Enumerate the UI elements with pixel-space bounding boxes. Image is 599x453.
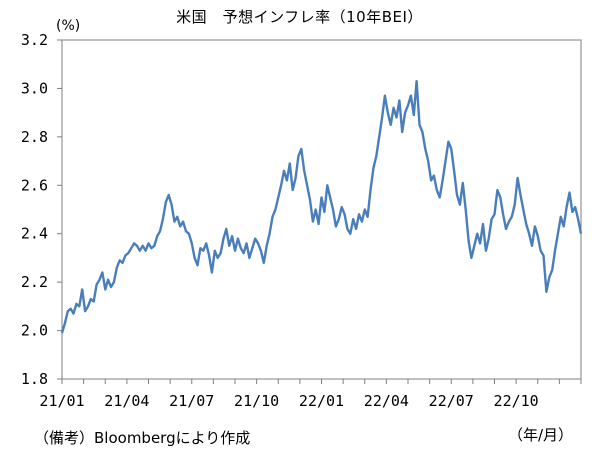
y-tick-label: 2.0 xyxy=(21,322,48,340)
x-tick-label: 21/10 xyxy=(234,392,279,410)
y-tick-label: 2.4 xyxy=(21,225,48,243)
x-axis-ticks: 21/01 21/04 21/07 21/10 22/01 22/04 22/07 22/10 xyxy=(39,379,582,410)
x-tick-label: 22/04 xyxy=(364,392,409,410)
y-tick-label: 1.8 xyxy=(21,370,48,388)
x-tick-label: 21/04 xyxy=(104,392,149,410)
x-tick-label: 22/10 xyxy=(494,392,539,410)
source-note: （備考）Bloombergにより作成 xyxy=(34,429,251,447)
y-axis-unit: (%) xyxy=(56,18,81,34)
y-axis-ticks: 1.8 2.0 2.2 2.4 2.6 2.8 3.0 3.2 xyxy=(21,31,62,388)
y-tick-label: 3.0 xyxy=(21,79,48,97)
bei-series-line xyxy=(60,79,583,334)
x-axis-unit: （年/月） xyxy=(508,426,574,444)
y-tick-label: 2.2 xyxy=(21,273,48,291)
x-tick-label: 21/07 xyxy=(169,392,214,410)
y-tick-label: 3.2 xyxy=(21,31,48,49)
y-tick-label: 2.6 xyxy=(21,176,48,194)
x-tick-label: 22/01 xyxy=(299,392,344,410)
chart-title: 米国 予想インフレ率（10年BEI） xyxy=(176,8,423,26)
x-tick-label: 22/07 xyxy=(429,392,474,410)
x-tick-label: 21/01 xyxy=(39,392,84,410)
y-tick-label: 2.8 xyxy=(21,128,48,146)
